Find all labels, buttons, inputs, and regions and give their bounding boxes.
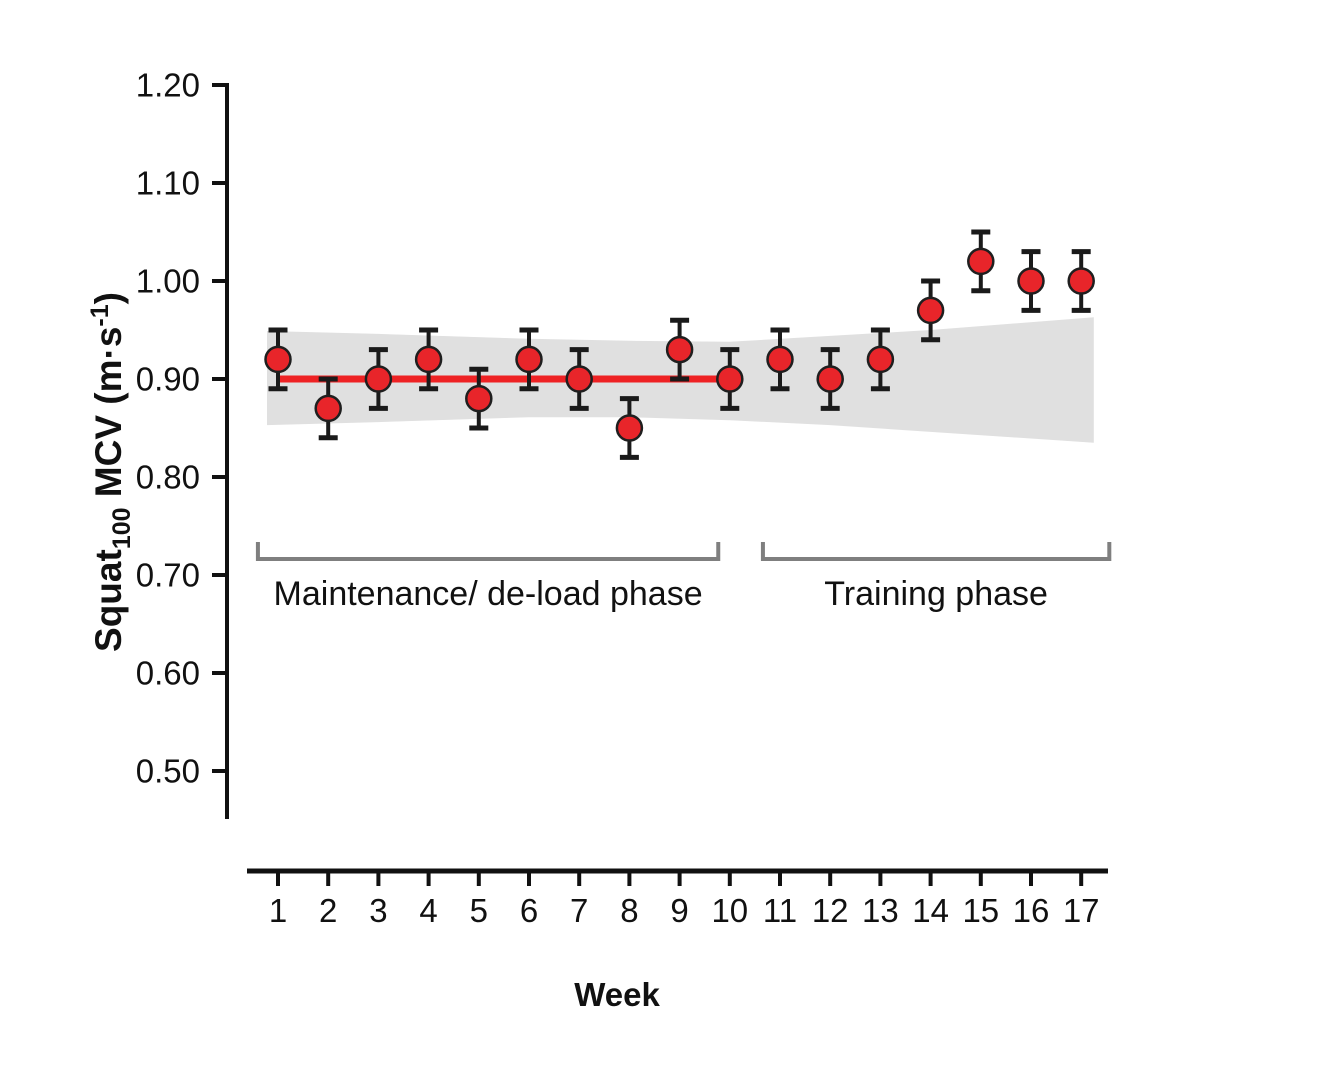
data-point-week-7 [565,347,593,411]
data-marker [615,414,644,442]
data-point-week-1 [264,327,292,392]
data-marker [816,365,844,393]
x-tick-label: 13 [862,892,899,929]
y-tick-label: 1.20 [136,67,200,104]
data-point-week-5 [465,366,493,431]
x-tick-label: 6 [520,892,538,929]
x-tick-label: 8 [620,892,638,929]
phase-bracket-2 [760,542,1112,561]
y-tick-label: 1.10 [136,165,200,202]
x-tick-label: 11 [763,892,797,929]
x-tick-label: 16 [1013,892,1050,929]
x-tick-label: 12 [812,892,849,929]
data-marker [414,345,443,374]
data-marker [465,384,493,413]
x-tick-label: 15 [962,892,999,929]
data-point-week-14 [916,278,945,343]
data-marker [264,345,292,374]
phase-label-1: Maintenance/ de-load phase [274,575,703,613]
data-point-week-16 [1017,249,1045,313]
data-marker [866,345,895,374]
x-tick-label: 2 [319,892,337,929]
data-marker [967,247,995,276]
x-tick-label: 3 [369,892,387,929]
y-axis: 1.20 1.10 1.00 0.90 0.80 0.70 0.60 0.50 [136,67,229,819]
y-tick-label: 1.00 [136,263,200,300]
x-axis-title: Week [574,976,660,1013]
data-point-week-4 [414,327,443,392]
data-point-week-13 [866,327,895,392]
y-tick-label: 0.70 [136,557,200,594]
data-marker [916,296,945,325]
data-marker [716,365,744,393]
y-tick-label: 0.50 [136,753,200,790]
data-point-week-10 [716,347,744,411]
x-tick-label: 5 [470,892,488,929]
x-tick-label: 14 [912,892,949,929]
x-tick-label: 4 [419,892,437,929]
data-marker [665,335,694,364]
phase-label-2: Training phase [824,575,1048,613]
data-marker [364,365,393,393]
data-point-week-2 [314,376,342,441]
data-marker [515,345,543,374]
y-tick-label: 0.80 [136,459,200,496]
data-marker [314,394,342,423]
x-tick-label: 7 [570,892,588,929]
x-axis: 1 2 3 4 5 6 7 8 9 10 11 12 13 14 15 16 17 [247,868,1108,929]
data-point-week-17 [1067,249,1095,313]
data-point-week-3 [364,347,393,411]
data-marker [1017,267,1045,295]
data-point-week-15 [967,229,995,294]
y-axis-title: Squat100 MCV (m·s-1) [86,292,136,652]
y-tick-label: 0.90 [136,361,200,398]
data-point-week-9 [665,317,694,382]
data-point-week-12 [816,347,844,411]
data-marker [1067,267,1095,295]
x-tick-label: 1 [269,892,287,929]
data-point-week-11 [766,327,794,392]
phase-bracket-1 [255,542,721,561]
x-tick-label: 17 [1063,892,1100,929]
x-tick-label: 9 [670,892,688,929]
data-point-week-8 [615,396,644,460]
data-series [264,229,1095,460]
x-tick-label: 10 [711,892,748,929]
data-point-week-6 [515,327,543,392]
y-tick-label: 0.60 [136,655,200,692]
data-marker [766,345,794,374]
data-marker [565,365,593,393]
